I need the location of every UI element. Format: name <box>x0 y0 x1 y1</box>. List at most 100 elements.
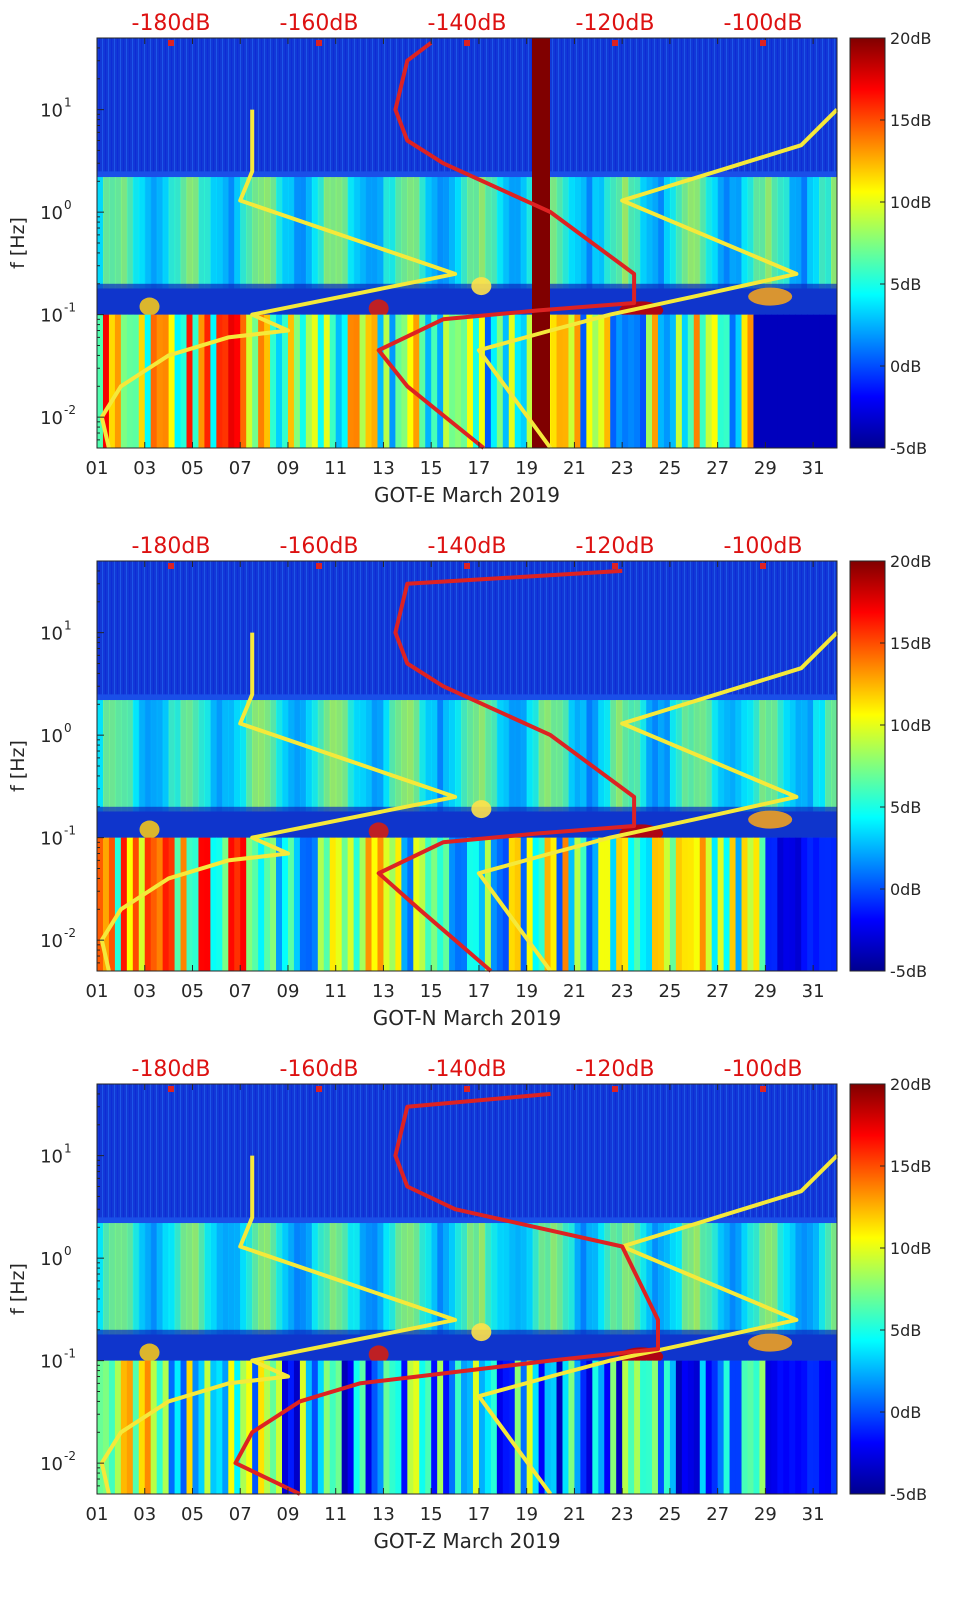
x-tick-label: 09 <box>277 1504 300 1525</box>
x-tick-label: 31 <box>802 458 825 479</box>
colorbar-label: 0dB <box>890 1403 921 1422</box>
y-tick-exponent: 1 <box>64 619 72 633</box>
x-tick-label: 25 <box>658 458 681 479</box>
x-tick-label: 01 <box>86 458 109 479</box>
y-axis-label: f [Hz] <box>7 1263 29 1315</box>
y-tick-exponent: -2 <box>64 1449 76 1463</box>
y-tick-exponent: -2 <box>64 403 76 417</box>
x-tick-label: 15 <box>420 458 443 479</box>
y-tick-exponent: 0 <box>64 1244 72 1258</box>
spectrogram-image <box>97 561 837 971</box>
top-axis-marker <box>316 563 322 569</box>
x-axis-label: GOT-E March 2019 <box>374 483 560 507</box>
y-tick-exponent: -2 <box>64 926 76 940</box>
colorbar-label: 0dB <box>890 357 921 376</box>
y-tick-label: 10 <box>40 829 63 850</box>
colorbar-label: -5dB <box>890 1485 927 1504</box>
top-axis-db-label: -120dB <box>576 1057 655 1082</box>
x-axis-label: GOT-Z March 2019 <box>373 1529 560 1553</box>
series-line-1 <box>99 632 458 972</box>
y-tick-label: 10 <box>40 1249 63 1270</box>
top-axis-db-label: -120dB <box>576 534 655 559</box>
top-axis-db-label: -160dB <box>280 1057 359 1082</box>
top-axis-marker <box>168 563 174 569</box>
y-axis-label: f [Hz] <box>7 740 29 792</box>
top-axis-db-label: -140dB <box>428 11 507 36</box>
x-tick-label: 17 <box>467 1504 490 1525</box>
x-tick-label: 31 <box>802 1504 825 1525</box>
top-axis-db-label: -120dB <box>576 11 655 36</box>
colorbar-label: 20dB <box>890 29 932 48</box>
x-tick-label: 25 <box>658 1504 681 1525</box>
top-axis-marker <box>464 1086 470 1092</box>
y-tick-label: 10 <box>40 203 63 224</box>
colorbar: 20dB 15dB 10dB 5dB 0dB -5dB <box>849 29 932 458</box>
spectrogram-image <box>97 38 837 448</box>
x-tick-label: 21 <box>563 981 586 1002</box>
x-tick-label: 03 <box>133 981 156 1002</box>
x-tick-label: 03 <box>133 458 156 479</box>
colorbar: 20dB 15dB 10dB 5dB 0dB -5dB <box>849 1075 932 1504</box>
colorbar-label: 15dB <box>890 111 932 130</box>
x-tick-label: 21 <box>563 1504 586 1525</box>
y-tick-exponent: 1 <box>64 1142 72 1156</box>
x-tick-label: 27 <box>706 1504 729 1525</box>
top-axis-db-label: -180dB <box>132 1057 211 1082</box>
colorbar-label: 0dB <box>890 880 921 899</box>
top-axis-marker <box>760 40 766 46</box>
colorbar-label: 15dB <box>890 634 932 653</box>
colorbar-label: 10dB <box>890 1239 932 1258</box>
x-tick-label: 17 <box>467 981 490 1002</box>
x-tick-label: 19 <box>515 458 538 479</box>
colorbar-label: 5dB <box>890 798 921 817</box>
x-tick-label: 23 <box>611 981 634 1002</box>
x-tick-label: 09 <box>277 458 300 479</box>
top-axis-db-label: -100dB <box>724 534 803 559</box>
top-axis-marker <box>612 1086 618 1092</box>
x-tick-label: 13 <box>372 981 395 1002</box>
series-line-1 <box>99 1155 458 1495</box>
colorbar-label: 10dB <box>890 716 932 735</box>
x-tick-label: 05 <box>181 981 204 1002</box>
top-axis-marker <box>612 563 618 569</box>
x-axis-label: GOT-N March 2019 <box>373 1006 561 1030</box>
colorbar-label: 20dB <box>890 1075 932 1094</box>
top-axis-marker <box>760 563 766 569</box>
x-tick-label: 29 <box>754 458 777 479</box>
y-tick-label: 10 <box>40 1147 63 1168</box>
x-tick-label: 27 <box>706 458 729 479</box>
colorbar-label: -5dB <box>890 439 927 458</box>
y-tick-exponent: -1 <box>64 1347 76 1361</box>
series-line-2 <box>476 108 839 450</box>
colorbar-label: -5dB <box>890 962 927 981</box>
x-tick-label: 09 <box>277 981 300 1002</box>
series-line-2 <box>476 1154 839 1496</box>
colorbar-label: 5dB <box>890 1321 921 1340</box>
y-tick-exponent: 0 <box>64 198 72 212</box>
top-axis-db-label: -160dB <box>280 11 359 36</box>
x-tick-label: 01 <box>86 1504 109 1525</box>
top-axis-db-label: -100dB <box>724 1057 803 1082</box>
x-tick-label: 17 <box>467 458 490 479</box>
y-tick-label: 10 <box>40 408 63 429</box>
top-axis-marker <box>612 40 618 46</box>
x-tick-label: 15 <box>420 981 443 1002</box>
x-tick-label: 07 <box>229 981 252 1002</box>
x-tick-label: 11 <box>324 458 347 479</box>
x-tick-label: 07 <box>229 458 252 479</box>
colorbar-label: 5dB <box>890 275 921 294</box>
x-tick-label: 19 <box>515 981 538 1002</box>
x-tick-label: 11 <box>324 1504 347 1525</box>
x-tick-label: 21 <box>563 458 586 479</box>
top-axis-marker <box>168 1086 174 1092</box>
x-tick-label: 23 <box>611 1504 634 1525</box>
y-tick-exponent: -1 <box>64 824 76 838</box>
x-tick-label: 13 <box>372 1504 395 1525</box>
top-axis-marker <box>316 1086 322 1092</box>
colorbar-label: 20dB <box>890 552 932 571</box>
x-tick-label: 31 <box>802 981 825 1002</box>
x-tick-label: 25 <box>658 981 681 1002</box>
y-tick-label: 10 <box>40 306 63 327</box>
